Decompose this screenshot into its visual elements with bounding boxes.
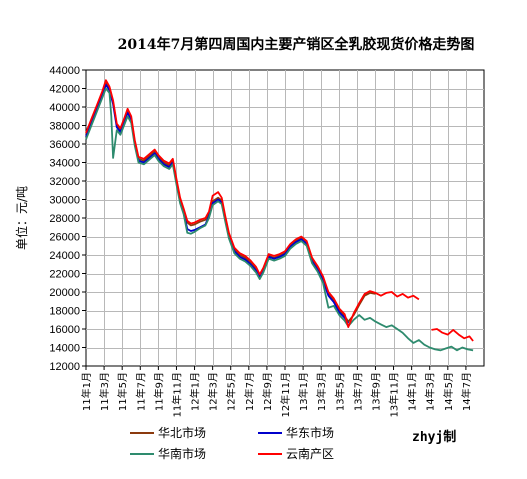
y-tick-label: 44000: [49, 65, 80, 77]
legend-label: 华北市场: [158, 425, 206, 440]
x-tick-label: 11年9月: [152, 372, 165, 411]
legend-label: 华南市场: [158, 446, 206, 461]
y-tick-label: 14000: [49, 343, 80, 355]
x-tick-label: 13年3月: [315, 372, 328, 411]
y-tick-label: 28000: [49, 213, 80, 225]
x-tick-label: 11年5月: [116, 372, 129, 411]
series-line-云南产区: [431, 328, 474, 342]
x-tick-label: 11年1月: [80, 372, 93, 411]
x-tick-label: 12年7月: [243, 372, 256, 411]
y-tick-label: 32000: [49, 176, 80, 188]
y-tick-label: 42000: [49, 84, 80, 96]
x-tick-label: 14年7月: [460, 372, 473, 411]
legend-label: 云南产区: [286, 446, 334, 461]
y-tick-label: 12000: [49, 361, 80, 373]
x-tick-label: 13年5月: [333, 372, 346, 411]
chart-title: 2014年7月第四周国内主要产销区全乳胶现货价格走势图: [118, 36, 475, 53]
y-tick-label: 40000: [49, 102, 80, 114]
x-tick-label: 14年5月: [442, 372, 455, 411]
y-tick-label: 20000: [49, 287, 80, 299]
y-tick-label: 38000: [49, 121, 80, 133]
x-tick-label: 13年9月: [369, 372, 382, 411]
y-tick-label: 26000: [49, 232, 80, 244]
x-tick-label: 13年1月: [297, 372, 310, 411]
y-tick-label: 18000: [49, 306, 80, 318]
x-tick-label: 12年5月: [225, 372, 238, 411]
series-lines: [85, 79, 474, 352]
series-line-华南市场: [85, 87, 474, 352]
x-tick-label: 11年7月: [134, 372, 147, 411]
legend-label: 华东市场: [286, 425, 334, 440]
y-tick-label: 16000: [49, 324, 80, 336]
x-tick-label: 14年3月: [424, 372, 437, 411]
x-tick-label: 12年3月: [207, 372, 220, 411]
y-axis: 12000 14000 16000 18000 20000 22000 24000 26000…: [49, 65, 86, 373]
x-tick-label: 12年9月: [261, 372, 274, 411]
x-tick-label: 11年3月: [98, 372, 111, 411]
y-tick-label: 22000: [49, 269, 80, 281]
grid: [86, 70, 484, 366]
x-axis: 11年1月 11年3月 11年5月 11年7月 11年9月 11年11月 12年1月 12年3…: [80, 366, 473, 417]
watermark: zhyj制: [412, 429, 456, 445]
y-tick-label: 34000: [49, 158, 80, 170]
y-tick-label: 30000: [49, 195, 80, 207]
x-tick-label: 13年11月: [388, 372, 401, 417]
x-tick-label: 14年1月: [406, 372, 419, 411]
y-tick-label: 24000: [49, 250, 80, 262]
series-line-云南产区: [85, 79, 420, 328]
x-tick-label: 13年7月: [351, 372, 364, 411]
x-tick-label: 12年11月: [279, 372, 292, 417]
x-tick-label: 11年11月: [170, 372, 183, 417]
y-tick-label: 36000: [49, 139, 80, 151]
x-tick-label: 12年1月: [189, 372, 202, 411]
y-axis-label: 单位：元/吨: [14, 186, 29, 250]
